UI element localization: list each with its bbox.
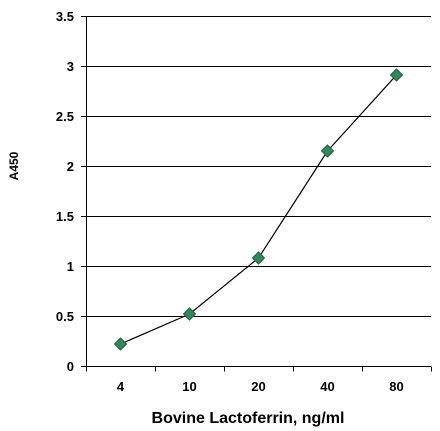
data-point-marker: [320, 144, 335, 158]
x-axis-title: Bovine Lactoferrin, ng/ml: [152, 410, 345, 427]
x-tick-label: 20: [251, 379, 265, 394]
y-tick-label: 2.5: [56, 109, 74, 124]
series: [113, 68, 404, 351]
y-tick-label: 3.5: [56, 9, 74, 24]
data-point-marker: [389, 68, 404, 82]
data-point-marker: [182, 307, 197, 321]
y-tick-labels: 0 0.5 1 1.5 2 2.5 3 3.5: [56, 9, 74, 374]
x-tick-label: 40: [320, 379, 334, 394]
x-tick-label: 10: [182, 379, 196, 394]
x-tick-labels: 4 10 20 40 80: [117, 379, 404, 394]
series-line: [120, 74, 397, 345]
y-tick-label: 0: [67, 359, 74, 374]
y-axis-title: A450: [7, 151, 21, 180]
y-tick-label: 2: [67, 159, 74, 174]
x-tick-label: 4: [117, 379, 125, 394]
data-point-marker: [113, 337, 128, 351]
axes: [81, 16, 432, 372]
y-tick-label: 0.5: [56, 309, 74, 324]
x-tick-label: 80: [389, 379, 403, 394]
y-tick-label: 3: [67, 59, 74, 74]
data-point-marker: [251, 251, 266, 265]
y-tick-label: 1.5: [56, 209, 74, 224]
y-tick-label: 1: [67, 259, 74, 274]
gridlines: [86, 16, 431, 317]
